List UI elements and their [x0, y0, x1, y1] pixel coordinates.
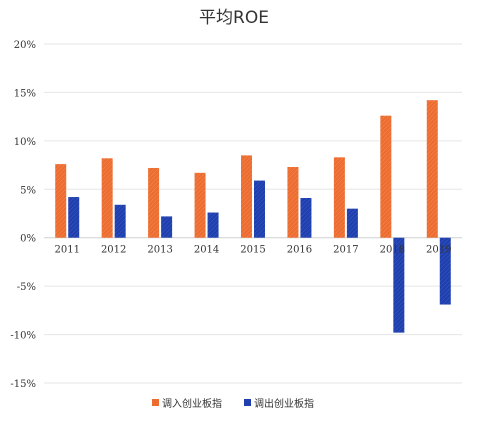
- x-tick-label: 2014: [194, 245, 219, 256]
- y-tick-label: -10%: [10, 331, 36, 342]
- y-tick-label: 0%: [20, 234, 36, 245]
- y-tick-label: -15%: [10, 379, 36, 390]
- legend-label: 调入创业板指: [162, 397, 222, 410]
- bar-out: [254, 180, 265, 238]
- y-tick-label: 5%: [20, 185, 36, 196]
- bar-out: [161, 216, 173, 238]
- x-tick-label: 2011: [54, 245, 79, 256]
- legend-swatch: [152, 399, 159, 406]
- legend-swatch: [244, 399, 251, 406]
- y-tick-label: 20%: [14, 40, 36, 51]
- chart-title: 平均ROE: [199, 8, 269, 28]
- grid-lines: [44, 43, 462, 384]
- bars: [55, 100, 451, 333]
- bar-out: [346, 208, 358, 238]
- bar-out: [207, 212, 219, 238]
- y-tick-label: 10%: [14, 137, 36, 148]
- bar-in: [287, 167, 299, 238]
- x-tick-label: 2019: [426, 245, 451, 256]
- x-tick-label: 2013: [147, 245, 172, 256]
- y-tick-label: -5%: [17, 282, 36, 293]
- x-tick-label: 2015: [240, 245, 265, 256]
- x-tick-label: 2016: [287, 245, 312, 256]
- x-tick-label: 2012: [101, 245, 126, 256]
- legend-label: 调出创业板指: [254, 397, 314, 410]
- legend: 调入创业板指 调出创业板指: [152, 397, 314, 410]
- x-tick-label: 2017: [333, 245, 358, 256]
- bar-in: [241, 155, 252, 238]
- bar-out: [68, 197, 80, 238]
- bar-in: [380, 115, 392, 238]
- bar-in: [194, 172, 206, 238]
- bar-in: [101, 158, 113, 238]
- y-axis: 20% 15% 10% 5% 0% -5% -10% -15%: [10, 40, 36, 390]
- x-axis: 2011 2012 2013 2014 2015 2016 2017 2018 2019: [54, 245, 451, 256]
- bar-in: [55, 164, 67, 238]
- bar-in: [426, 100, 438, 238]
- x-tick-label: 2018: [380, 245, 405, 256]
- bar-out: [393, 237, 405, 333]
- bar-in: [333, 157, 345, 238]
- bar-out: [439, 237, 451, 305]
- bar-out: [114, 204, 126, 238]
- y-tick-label: 15%: [14, 88, 36, 99]
- bar-in: [148, 167, 160, 238]
- bar-out: [300, 198, 312, 238]
